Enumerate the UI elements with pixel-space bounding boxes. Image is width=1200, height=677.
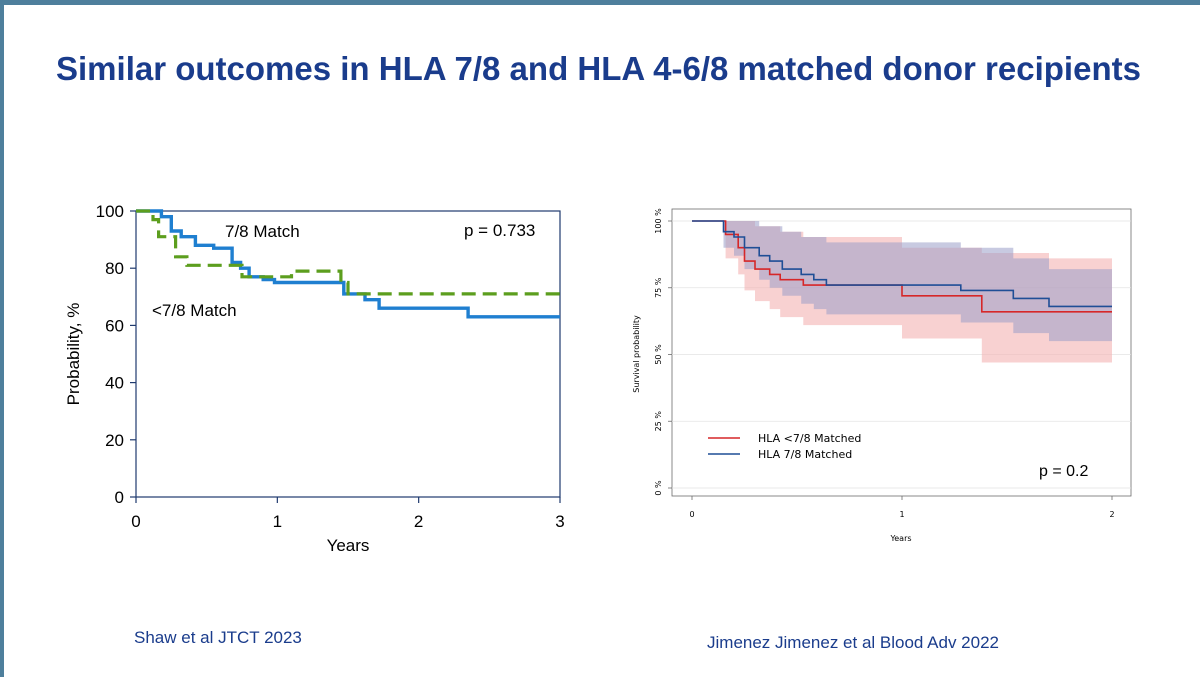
left-accent-rule [0,0,4,677]
left-series-lines [136,209,560,319]
right-series-line-1 [692,220,1112,308]
right-x-axis-label: Years [889,534,911,543]
left-axis-ticks: 0 1 2 3 0 20 40 60 80 100 [96,202,565,531]
slide-title: Similar outcomes in HLA 7/8 and HLA 4-6/… [56,50,1141,87]
right-x-tick-label: 2 [1109,510,1114,519]
right-x-tick-label: 0 [689,510,694,519]
left-x-axis-label: Years [327,536,370,555]
left-y-tick-label: 20 [105,431,124,450]
left-legend-7of8: 7/8 Match [225,222,300,241]
citation-left: Shaw et al JTCT 2023 [134,628,302,647]
right-p-value: p = 0.2 [1039,463,1088,480]
right-chart: 0 % 25 % 50 % 75 % 100 % 0 1 2 HLA <7/8 Matched… [632,208,1132,543]
left-p-value: p = 0.733 [464,221,535,240]
right-y-tick-label: 25 % [654,411,663,432]
right-y-tick-label: 100 % [654,208,663,234]
left-legend-lt7of8: <7/8 Match [152,301,237,320]
left-y-tick-label: 100 [96,202,124,221]
left-chart: 0 1 2 3 0 20 40 60 80 100 7/8 Match <7/8 Match p … [64,202,565,555]
left-y-tick-label: 60 [105,316,124,335]
right-y-tick-label: 50 % [654,344,663,365]
left-plot-frame [135,210,561,498]
left-x-tick-label: 2 [414,512,423,531]
left-x-tick-label: 0 [131,512,140,531]
left-series-line-0 [136,209,560,319]
left-x-tick-label: 3 [555,512,564,531]
left-y-tick-label: 80 [105,259,124,278]
right-series-lines [692,220,1112,313]
left-y-tick-label: 40 [105,374,124,393]
left-x-tick-label: 1 [273,512,282,531]
left-y-axis-label: Probability, % [64,303,83,406]
right-y-tick-label: 0 % [654,480,663,496]
right-x-tick-label: 1 [899,510,904,519]
citation-right: Jimenez Jimenez et al Blood Adv 2022 [707,633,1000,652]
right-legend-7of8: HLA 7/8 Matched [758,448,852,461]
left-series-line-1 [136,209,560,296]
right-y-axis-label: Survival probability [632,315,641,393]
right-y-tick-label: 75 % [654,277,663,298]
left-y-tick-label: 0 [115,488,124,507]
right-legend-lt7of8: HLA <7/8 Matched [758,432,861,445]
top-accent-rule [0,0,1200,5]
right-axis-ticks: 0 % 25 % 50 % 75 % 100 % 0 1 2 [654,208,1115,519]
